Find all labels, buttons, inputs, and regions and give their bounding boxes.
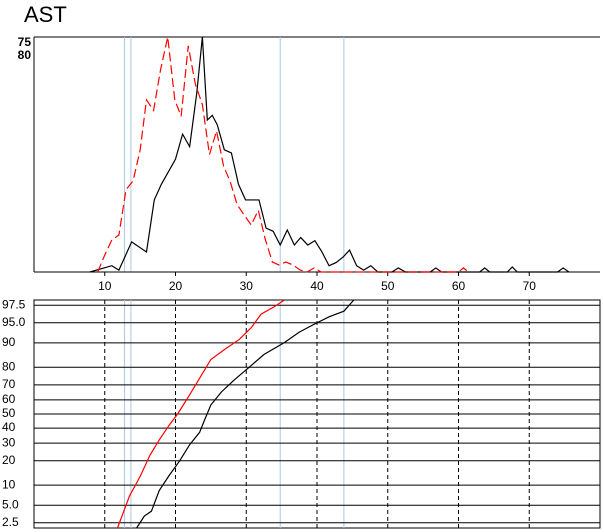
- x-tick-label: 30: [240, 279, 254, 293]
- data-line: [116, 299, 285, 529]
- y-tick-label: 40: [2, 420, 16, 434]
- data-line: [89, 36, 570, 273]
- y-tick-label: 90: [2, 335, 16, 349]
- legend-label: 75: [18, 35, 32, 49]
- x-tick-label: 20: [169, 279, 183, 293]
- legend-label: 80: [18, 48, 32, 62]
- y-tick-label: 30: [2, 435, 16, 449]
- data-line: [136, 299, 355, 529]
- x-tick-label: 70: [523, 279, 537, 293]
- y-tick-label: 97.5: [2, 297, 26, 311]
- y-tick-label: 20: [2, 453, 16, 467]
- chart-title: AST: [24, 2, 67, 27]
- x-tick-label: 10: [98, 279, 112, 293]
- y-tick-label: 5.0: [2, 497, 19, 511]
- x-tick-label: 60: [452, 279, 466, 293]
- data-line: [97, 36, 469, 273]
- y-tick-label: 2.5: [2, 515, 19, 529]
- y-tick-label: 80: [2, 359, 16, 373]
- x-tick-label: 50: [381, 279, 395, 293]
- y-tick-label: 95.0: [2, 315, 26, 329]
- y-tick-label: 70: [2, 377, 16, 391]
- y-tick-label: 60: [2, 392, 16, 406]
- y-tick-label: 50: [2, 406, 16, 420]
- y-tick-label: 10: [2, 477, 16, 491]
- x-tick-label: 40: [310, 279, 324, 293]
